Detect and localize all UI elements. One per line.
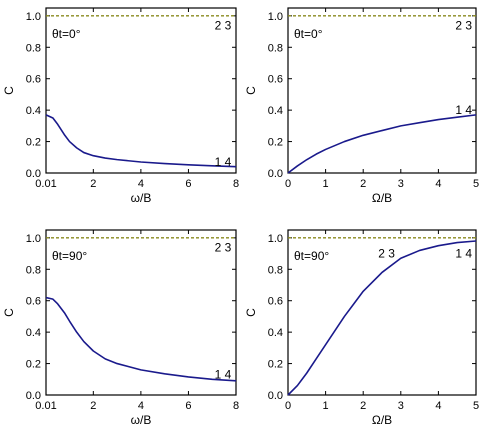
- theta-annotation: θt=0°: [52, 27, 81, 41]
- theta-annotation: θt=90°: [52, 249, 87, 263]
- y-tick-label: 0.4: [268, 105, 283, 117]
- x-axis-label: Ω/B: [372, 191, 392, 205]
- x-tick-label: 6: [185, 178, 191, 190]
- x-tick-label: 4: [435, 178, 441, 190]
- series-line-14: [287, 240, 477, 396]
- y-tick-label: 1.0: [268, 11, 283, 23]
- y-tick-label: 1.0: [26, 233, 41, 245]
- x-tick-label: 6: [185, 400, 191, 412]
- chart-panel-3: 0.01 2 4 6 8 0.0 0.2 0.4 0.6 0.8 1.0 ω/B C 2 3 1 4 θt=9…: [2, 229, 239, 427]
- y-tick-label: 0.8: [26, 264, 41, 276]
- x-tick-label: 2: [360, 178, 366, 190]
- y-tick-label: 0.0: [268, 390, 283, 402]
- x-axis-label: ω/B: [131, 191, 152, 205]
- x-tick-label: 3: [398, 400, 404, 412]
- x-axis-label: Ω/B: [372, 413, 392, 427]
- x-tick-label: 5: [473, 178, 479, 190]
- chart-panel-4: 0 1 2 3 4 5 0.0 0.2 0.4 0.6 0.8 1.0 Ω/B C 2 3 1 4 θt=90°: [244, 229, 479, 427]
- curve-label: 1 4: [455, 103, 472, 117]
- y-tick-label: 0.0: [26, 168, 41, 180]
- chart-panel-2: 0 1 2 3 4 5 0.0 0.2 0.4 0.6 0.8 1.0 Ω/B C 2 3 1 4 θt=0°: [244, 7, 479, 205]
- y-tick-label: 0.2: [268, 137, 283, 149]
- x-tick-label: 2: [90, 400, 96, 412]
- y-tick-label: 0.4: [268, 327, 283, 339]
- x-tick-label: 4: [138, 178, 144, 190]
- series-line-14: [45, 296, 237, 382]
- x-tick-label: 0.01: [35, 400, 56, 412]
- y-tick-label: 0.0: [26, 390, 41, 402]
- plot-frame: [287, 229, 477, 396]
- x-tick-label: 0: [285, 400, 291, 412]
- curve-label: 1 4: [455, 247, 472, 261]
- x-tick-label: 1: [323, 400, 329, 412]
- x-tick-label: 4: [435, 400, 441, 412]
- y-tick-label: 0.4: [26, 105, 41, 117]
- y-tick-label: 0.2: [268, 359, 283, 371]
- y-tick-label: 0.8: [268, 42, 283, 54]
- x-tick-label: 4: [138, 400, 144, 412]
- y-axis-label: C: [2, 308, 16, 317]
- x-tick-label: 0.01: [35, 178, 56, 190]
- plot-frame: [287, 7, 477, 174]
- y-tick-label: 0.2: [26, 137, 41, 149]
- series-line-14: [287, 114, 477, 174]
- curve-label: 2 3: [215, 240, 232, 254]
- theta-annotation: θt=0°: [294, 27, 323, 41]
- curve-label: 2 3: [455, 18, 472, 32]
- x-axis-label: ω/B: [131, 413, 152, 427]
- y-tick-label: 0.6: [26, 296, 41, 308]
- y-tick-label: 0.0: [268, 168, 283, 180]
- y-axis-label: C: [244, 308, 258, 317]
- y-tick-label: 0.8: [26, 42, 41, 54]
- y-tick-label: 1.0: [268, 233, 283, 245]
- y-tick-label: 0.6: [26, 74, 41, 86]
- y-tick-label: 0.8: [268, 264, 283, 276]
- y-axis-label: C: [2, 86, 16, 95]
- y-axis-label: C: [244, 86, 258, 95]
- x-tick-label: 5: [473, 400, 479, 412]
- y-tick-label: 1.0: [26, 11, 41, 23]
- y-tick-label: 0.2: [26, 359, 41, 371]
- x-tick-label: 1: [323, 178, 329, 190]
- x-tick-label: 8: [233, 400, 239, 412]
- x-tick-label: 3: [398, 178, 404, 190]
- curve-label: 2 3: [215, 18, 232, 32]
- x-tick-label: 8: [233, 178, 239, 190]
- x-tick-label: 2: [90, 178, 96, 190]
- y-tick-label: 0.4: [26, 327, 41, 339]
- series-line-14: [45, 114, 237, 168]
- x-tick-label: 2: [360, 400, 366, 412]
- y-tick-label: 0.6: [268, 74, 283, 86]
- theta-annotation: θt=90°: [294, 249, 329, 263]
- curve-label: 2 3: [378, 247, 395, 261]
- curve-label: 1 4: [215, 368, 232, 382]
- y-tick-label: 0.6: [268, 296, 283, 308]
- curve-label: 1 4: [215, 155, 232, 169]
- chart-panel-1: 0.01 2 4 6 8 0.0 0.2 0.4 0.6 0.8 1.0 ω/B C 2 3 1 4 θt=0…: [2, 7, 239, 205]
- x-tick-label: 0: [285, 178, 291, 190]
